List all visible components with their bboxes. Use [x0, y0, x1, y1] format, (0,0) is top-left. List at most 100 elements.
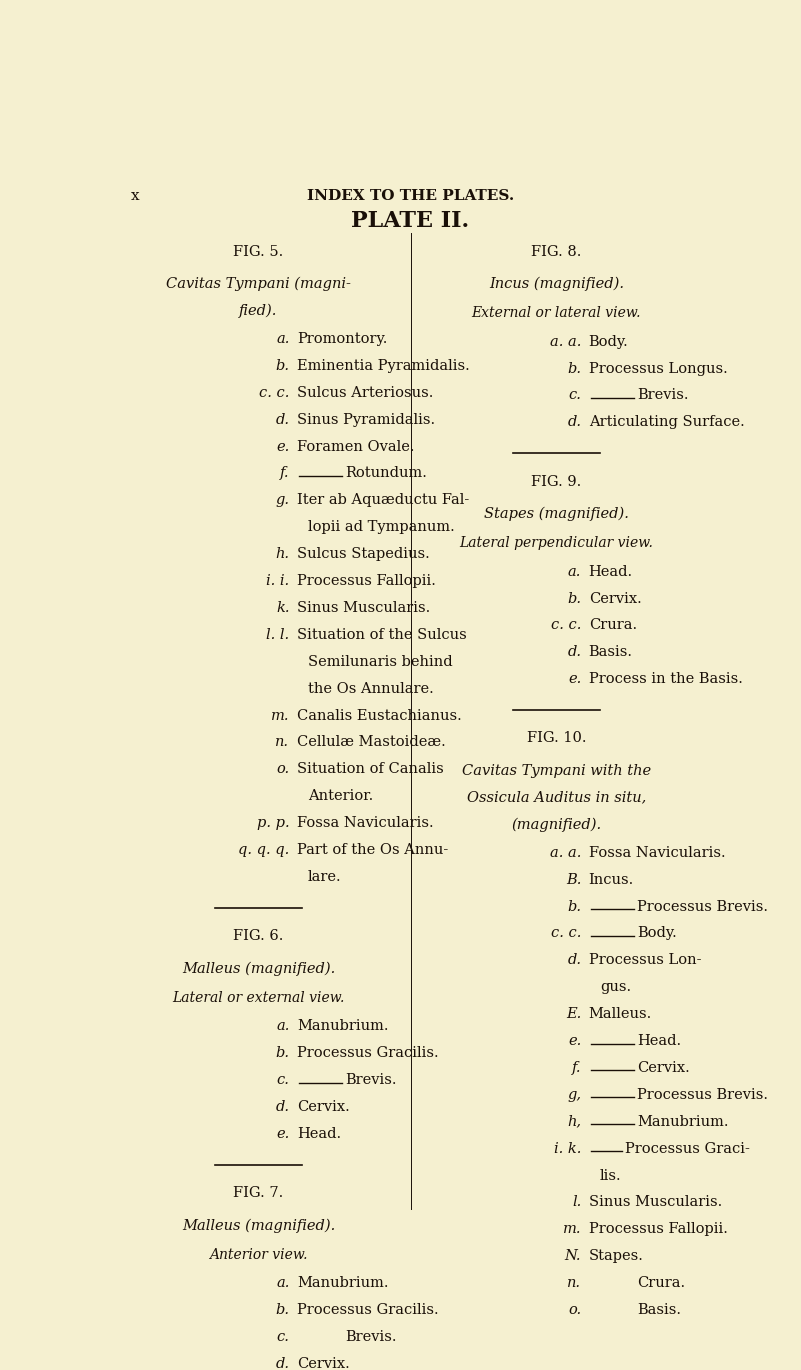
Text: FIG. 5.: FIG. 5.: [233, 245, 284, 259]
Text: (magnified).: (magnified).: [511, 818, 602, 832]
Text: Brevis.: Brevis.: [345, 1073, 396, 1086]
Text: Basis.: Basis.: [637, 1303, 681, 1317]
Text: FIG. 10.: FIG. 10.: [526, 732, 586, 745]
Text: N.: N.: [565, 1249, 582, 1263]
Text: lopii ad Tympanum.: lopii ad Tympanum.: [308, 521, 455, 534]
Text: FIG. 9.: FIG. 9.: [531, 474, 582, 489]
Text: c.: c.: [276, 1073, 289, 1086]
Text: E.: E.: [566, 1007, 582, 1021]
Text: Malleus (magnified).: Malleus (magnified).: [182, 1218, 335, 1233]
Text: b.: b.: [276, 1303, 289, 1317]
Text: g.: g.: [276, 493, 289, 507]
Text: Anterior view.: Anterior view.: [209, 1248, 308, 1262]
Text: n.: n.: [276, 736, 289, 749]
Text: lis.: lis.: [600, 1169, 622, 1182]
Text: a.: a.: [276, 1277, 289, 1291]
Text: Basis.: Basis.: [589, 645, 633, 659]
Text: Sulcus Stapedius.: Sulcus Stapedius.: [297, 547, 429, 562]
Text: FIG. 6.: FIG. 6.: [233, 929, 284, 943]
Text: f.: f.: [280, 467, 289, 481]
Text: Processus Graci-: Processus Graci-: [625, 1141, 750, 1156]
Text: m.: m.: [563, 1222, 582, 1236]
Text: f.: f.: [572, 1060, 582, 1075]
Text: Cellulæ Mastoideæ.: Cellulæ Mastoideæ.: [297, 736, 445, 749]
Text: Processus Fallopii.: Processus Fallopii.: [589, 1222, 727, 1236]
Text: Fossa Navicularis.: Fossa Navicularis.: [297, 817, 433, 830]
Text: External or lateral view.: External or lateral view.: [472, 307, 641, 321]
Text: c. c.: c. c.: [551, 926, 582, 940]
Text: h.: h.: [276, 547, 289, 562]
Text: Lateral perpendicular view.: Lateral perpendicular view.: [460, 537, 654, 551]
Text: a.: a.: [276, 332, 289, 347]
Text: p. p.: p. p.: [257, 817, 289, 830]
Text: Crura.: Crura.: [637, 1277, 685, 1291]
Text: B.: B.: [566, 873, 582, 886]
Text: a. a.: a. a.: [549, 334, 582, 349]
Text: Situation of Canalis: Situation of Canalis: [297, 762, 444, 777]
Text: Sinus Muscularis.: Sinus Muscularis.: [297, 601, 430, 615]
Text: Foramen Ovale.: Foramen Ovale.: [297, 440, 414, 453]
Text: Processus Gracilis.: Processus Gracilis.: [297, 1047, 438, 1060]
Text: c.: c.: [276, 1330, 289, 1344]
Text: a.: a.: [276, 1019, 289, 1033]
Text: Incus.: Incus.: [589, 873, 634, 886]
Text: Processus Fallopii.: Processus Fallopii.: [297, 574, 436, 588]
Text: d.: d.: [567, 954, 582, 967]
Text: o.: o.: [568, 1303, 582, 1317]
Text: o.: o.: [276, 762, 289, 777]
Text: Anterior.: Anterior.: [308, 789, 373, 803]
Text: d.: d.: [276, 412, 289, 426]
Text: e.: e.: [568, 1034, 582, 1048]
Text: Processus Longus.: Processus Longus.: [589, 362, 727, 375]
Text: k.: k.: [276, 601, 289, 615]
Text: Articulating Surface.: Articulating Surface.: [589, 415, 744, 429]
Text: Crura.: Crura.: [589, 618, 637, 633]
Text: Body.: Body.: [637, 926, 677, 940]
Text: Cavitas Tympani with the: Cavitas Tympani with the: [462, 763, 651, 778]
Text: Malleus (magnified).: Malleus (magnified).: [182, 962, 335, 975]
Text: d.: d.: [276, 1356, 289, 1370]
Text: Sinus Pyramidalis.: Sinus Pyramidalis.: [297, 412, 435, 426]
Text: c. c.: c. c.: [259, 386, 289, 400]
Text: a.: a.: [568, 564, 582, 578]
Text: Lateral or external view.: Lateral or external view.: [172, 991, 344, 1006]
Text: Situation of the Sulcus: Situation of the Sulcus: [297, 627, 467, 643]
Text: PLATE II.: PLATE II.: [352, 210, 469, 232]
Text: m.: m.: [271, 708, 289, 722]
Text: Iter ab Aquæductu Fal-: Iter ab Aquæductu Fal-: [297, 493, 469, 507]
Text: FIG. 8.: FIG. 8.: [531, 245, 582, 259]
Text: q. q. q.: q. q. q.: [238, 843, 289, 858]
Text: Head.: Head.: [589, 564, 633, 578]
Text: Stapes.: Stapes.: [589, 1249, 643, 1263]
Text: Head.: Head.: [297, 1128, 341, 1141]
Text: i. k.: i. k.: [553, 1141, 582, 1156]
Text: Cervix.: Cervix.: [297, 1356, 350, 1370]
Text: e.: e.: [276, 440, 289, 453]
Text: Incus (magnified).: Incus (magnified).: [489, 277, 624, 292]
Text: Body.: Body.: [589, 334, 629, 349]
Text: n.: n.: [567, 1277, 582, 1291]
Text: Malleus.: Malleus.: [589, 1007, 652, 1021]
Text: d.: d.: [567, 415, 582, 429]
Text: Manubrium.: Manubrium.: [297, 1277, 388, 1291]
Text: l.: l.: [572, 1196, 582, 1210]
Text: Sulcus Arteriosus.: Sulcus Arteriosus.: [297, 386, 433, 400]
Text: Cervix.: Cervix.: [297, 1100, 350, 1114]
Text: Cervix.: Cervix.: [637, 1060, 690, 1075]
Text: c. c.: c. c.: [551, 618, 582, 633]
Text: b.: b.: [276, 1047, 289, 1060]
Text: i. i.: i. i.: [267, 574, 289, 588]
Text: Fossa Navicularis.: Fossa Navicularis.: [589, 845, 725, 860]
Text: c.: c.: [569, 389, 582, 403]
Text: Head.: Head.: [637, 1034, 681, 1048]
Text: e.: e.: [276, 1128, 289, 1141]
Text: Ossicula Auditus in situ,: Ossicula Auditus in situ,: [467, 790, 646, 804]
Text: Part of the Os Annu-: Part of the Os Annu-: [297, 843, 449, 858]
Text: the Os Annulare.: the Os Annulare.: [308, 682, 434, 696]
Text: Canalis Eustachianus.: Canalis Eustachianus.: [297, 708, 461, 722]
Text: Processus Brevis.: Processus Brevis.: [637, 900, 768, 914]
Text: Cervix.: Cervix.: [589, 592, 642, 606]
Text: e.: e.: [568, 673, 582, 686]
Text: b.: b.: [567, 362, 582, 375]
Text: x: x: [131, 189, 140, 203]
